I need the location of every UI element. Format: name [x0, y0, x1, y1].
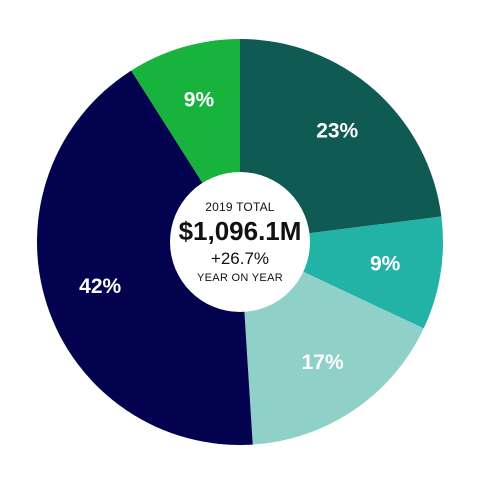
pie-slice-4 — [36, 70, 253, 445]
slice-label-4: 42% — [79, 275, 121, 298]
slice-label-2: 9% — [370, 253, 401, 276]
slice-label-5: 9% — [184, 88, 215, 111]
pie-slice-1 — [240, 39, 442, 242]
slice-label-1: 23% — [316, 119, 358, 142]
yoy-change: +26.7% — [210, 249, 270, 269]
total-label: 2019 TOTAL — [205, 199, 275, 214]
slice-label-3: 17% — [302, 351, 344, 374]
center-summary: 2019 TOTAL $1,096.1M +26.7% YEAR ON YEAR — [170, 172, 310, 312]
yoy-change-label: YEAR ON YEAR — [197, 272, 283, 285]
total-value: $1,096.1M — [178, 215, 302, 246]
